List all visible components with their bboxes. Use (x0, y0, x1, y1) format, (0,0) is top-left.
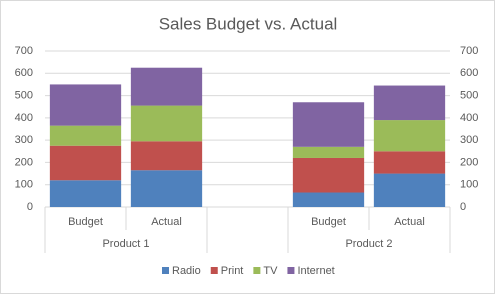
y2-tick-label: 300 (460, 134, 478, 146)
bar-segment (292, 192, 365, 207)
bar-segment (373, 173, 446, 207)
group-label: Product 2 (345, 238, 392, 250)
bar-segment (373, 120, 446, 152)
y-tick-label: 600 (15, 67, 33, 79)
bar-segment (49, 84, 122, 126)
bar-segment (373, 151, 446, 174)
x-tick-label: Actual (394, 216, 425, 228)
legend-label: Radio (172, 265, 201, 277)
bar-segment (292, 146, 365, 158)
x-tick-label: Budget (68, 216, 103, 228)
bar-segment (292, 157, 365, 193)
bar-segment (130, 141, 203, 171)
group-label: Product 1 (102, 238, 149, 250)
y2-tick-label: 100 (460, 179, 478, 191)
y-tick-label: 200 (15, 156, 33, 168)
x-tick-label: Budget (311, 216, 346, 228)
y2-tick-label: 200 (460, 156, 478, 168)
y2-tick-label: 700 (460, 45, 478, 57)
y-tick-label: 700 (15, 45, 33, 57)
legend-label: Internet (297, 265, 334, 277)
legend-swatch (253, 267, 261, 274)
bar-segment (373, 85, 446, 121)
chart-title: Sales Budget vs. Actual (159, 14, 338, 33)
legend-label: Print (221, 265, 244, 277)
bar-segment (49, 180, 122, 207)
y-tick-label: 500 (15, 89, 33, 101)
legend-swatch (210, 267, 218, 274)
y2-tick-label: 500 (460, 89, 478, 101)
y2-tick-label: 0 (460, 201, 466, 213)
y2-tick-label: 600 (460, 67, 478, 79)
y-tick-label: 400 (15, 112, 33, 124)
bar-segment (49, 125, 122, 146)
bar-segment (49, 145, 122, 181)
y-tick-label: 300 (15, 134, 33, 146)
x-tick-label: Actual (151, 216, 182, 228)
legend-swatch (287, 267, 295, 274)
legend-swatch (162, 267, 169, 274)
bar-segment (292, 102, 365, 147)
bar-segment (130, 67, 203, 106)
y2-tick-label: 400 (460, 112, 478, 124)
bar-segment (130, 105, 203, 142)
legend-label: TV (263, 265, 278, 277)
y-tick-label: 0 (27, 201, 33, 213)
y-tick-label: 100 (15, 179, 33, 191)
bar-segment (130, 170, 203, 207)
